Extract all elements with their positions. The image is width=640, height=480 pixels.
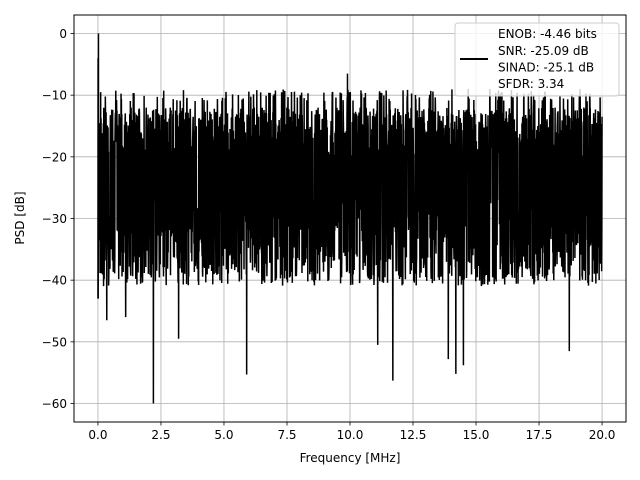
x-tick-label: 10.0 [337,428,364,442]
x-tick-label: 2.5 [151,428,170,442]
x-tick-label: 15.0 [463,428,490,442]
psd-line [97,33,603,404]
x-axis-label: Frequency [MHz] [300,451,401,465]
legend-sinad: SINAD: -25.1 dB [498,61,594,75]
legend-box [454,22,620,97]
y-tick-label: 0 [59,27,67,41]
x-tick-label: 17.5 [526,428,553,442]
legend-snr: SNR: -25.09 dB [498,44,589,58]
legend-enob: ENOB: -4.46 bits [498,27,597,41]
x-axis-ticks: 0.0 2.5 5.0 7.5 10.0 12.5 15.0 17.5 20.0 [88,422,615,442]
legend-text: ENOB: -4.46 bits SNR: -25.09 dB SINAD: -… [498,27,601,91]
y-tick-label: −40 [42,274,67,288]
x-tick-label: 7.5 [277,428,296,442]
x-tick-label: 5.0 [214,428,233,442]
y-tick-label: −10 [42,89,67,103]
y-axis-ticks: 0 −10 −20 −30 −40 −50 −60 [42,27,74,411]
legend-sfdr: SFDR: 3.34 [498,77,564,91]
legend: ENOB: -4.46 bits SNR: -25.09 dB SINAD: -… [454,22,620,97]
x-tick-label: 12.5 [400,428,427,442]
x-tick-label: 0.0 [88,428,107,442]
x-tick-label: 20.0 [589,428,616,442]
y-tick-label: −50 [42,335,67,349]
y-tick-label: −30 [42,212,67,226]
y-tick-label: −20 [42,150,67,164]
y-axis-label: PSD [dB] [13,191,27,244]
y-tick-label: −60 [42,397,67,411]
psd-series [97,33,603,404]
